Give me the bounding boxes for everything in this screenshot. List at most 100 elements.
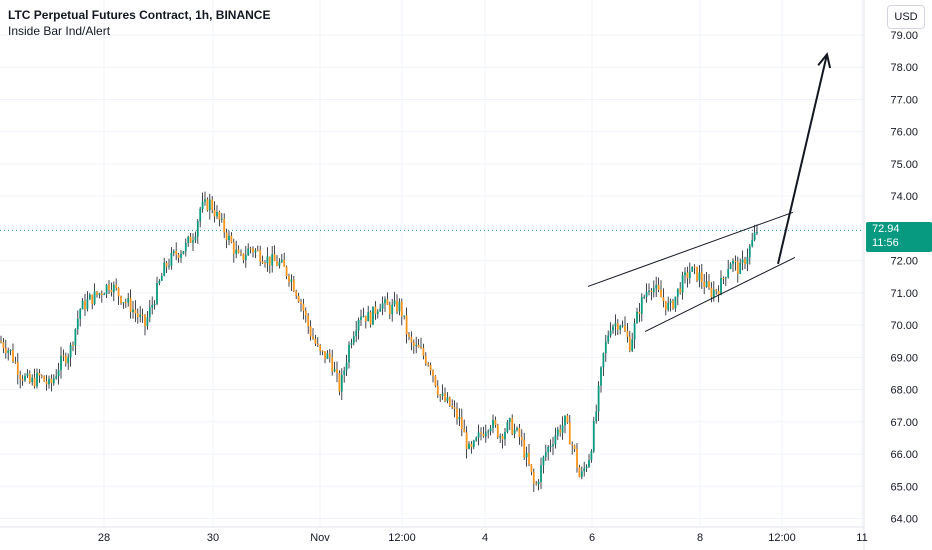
candle-up [561, 425, 564, 433]
candle-up [350, 343, 353, 345]
candle-up [600, 367, 602, 386]
drawing-annotations[interactable] [587, 52, 832, 332]
candle-down [573, 445, 576, 450]
candle-down [439, 394, 442, 397]
candle-up [458, 417, 461, 420]
candle-down [307, 315, 310, 327]
candle-down [115, 284, 118, 289]
candle-down [410, 336, 413, 343]
channel-lower-trendline[interactable] [644, 256, 796, 332]
time-axis[interactable]: 28 30 Nov 12:00 4 6 8 12:00 11 [0, 526, 868, 544]
candle-up [398, 301, 401, 312]
y-tick-label: 72.00 [890, 256, 918, 268]
target-arrow-shaft[interactable] [777, 54, 828, 265]
candle-up [729, 264, 732, 269]
candle-up [669, 300, 672, 303]
candle-up [676, 288, 679, 297]
target-arrow-head[interactable] [817, 52, 832, 69]
candle-up [705, 281, 708, 287]
candle-down [405, 315, 408, 334]
candle-up [403, 315, 406, 317]
candle-up [727, 268, 730, 278]
candle-down [321, 350, 324, 352]
candle-up [278, 261, 281, 266]
candle-up [619, 325, 622, 330]
candle-up [516, 427, 518, 430]
bar-countdown: 11:56 [872, 237, 899, 249]
candle-up [415, 344, 418, 346]
y-tick-label: 79.00 [890, 30, 918, 42]
currency-button[interactable]: USD [887, 5, 925, 29]
candle-up [621, 325, 624, 327]
candle-down [16, 362, 19, 376]
candle-up [379, 308, 382, 312]
y-tick-label: 69.00 [890, 352, 918, 364]
candle-down [225, 232, 228, 241]
indicator-legend[interactable]: Inside Bar Ind/Alert [8, 24, 111, 38]
candle-up [592, 421, 595, 452]
candle-down [40, 375, 43, 377]
candle-down [501, 435, 504, 440]
candle-up [504, 431, 506, 440]
candle-down [436, 385, 439, 395]
candle-down [408, 333, 410, 337]
candle-down [444, 393, 446, 401]
candle-up [552, 444, 554, 447]
candle-up [751, 239, 754, 247]
candle-up [208, 199, 211, 211]
candle-up [583, 468, 586, 472]
candle-up [163, 262, 166, 276]
candle-down [124, 302, 127, 304]
y-tick-label: 70.00 [890, 320, 918, 332]
candle-up [172, 250, 175, 253]
x-tick-label: 6 [589, 532, 595, 544]
candle-up [540, 465, 542, 482]
candle-down [264, 263, 266, 265]
candle-up [508, 418, 511, 423]
candle-down [736, 261, 739, 274]
candle-down [50, 378, 53, 384]
candle-up [525, 452, 528, 458]
candle-up [98, 293, 101, 295]
y-tick-label: 75.00 [890, 159, 918, 171]
candle-up [724, 277, 727, 279]
candle-down [292, 279, 295, 292]
candle-up [441, 393, 444, 397]
candle-up [655, 284, 658, 289]
candle-up [381, 303, 384, 309]
candle-down [295, 291, 298, 296]
candle-down [276, 261, 278, 266]
candle-up [148, 307, 151, 318]
candle-up [554, 435, 557, 445]
candle-up [640, 297, 643, 314]
candle-up [57, 370, 60, 377]
symbol-legend-title[interactable]: LTC Perpetual Futures Contract, 1h, BINA… [8, 8, 271, 22]
candle-down [336, 369, 338, 374]
candle-down [650, 290, 653, 292]
candle-up [362, 315, 365, 317]
channel-upper-trendline[interactable] [587, 211, 794, 287]
candle-up [220, 218, 223, 220]
price-axis[interactable]: 64.00 65.00 66.00 67.00 68.00 69.00 70.00 71.00… [863, 0, 918, 550]
candle-up [139, 314, 142, 318]
candle-down [297, 295, 300, 302]
candle-up [732, 260, 734, 265]
candle-up [636, 311, 638, 324]
candle-up [499, 435, 502, 438]
candle-up [698, 272, 701, 281]
candle-down [424, 355, 427, 364]
candle-up [192, 240, 194, 243]
candle-down [84, 300, 86, 310]
candle-up [160, 275, 163, 281]
candle-down [693, 266, 696, 268]
candle-down [177, 254, 180, 258]
candle-up [86, 299, 89, 310]
candle-up [357, 319, 360, 331]
candle-up [484, 432, 487, 437]
candle-down [520, 437, 523, 440]
candle-up [81, 300, 84, 310]
candle-down [703, 281, 706, 287]
candle-down [252, 248, 254, 253]
candle-down [45, 381, 48, 385]
